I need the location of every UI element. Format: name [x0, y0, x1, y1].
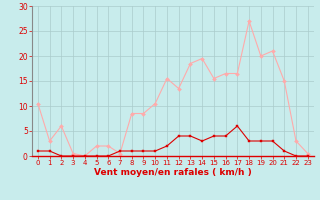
X-axis label: Vent moyen/en rafales ( km/h ): Vent moyen/en rafales ( km/h ) — [94, 168, 252, 177]
